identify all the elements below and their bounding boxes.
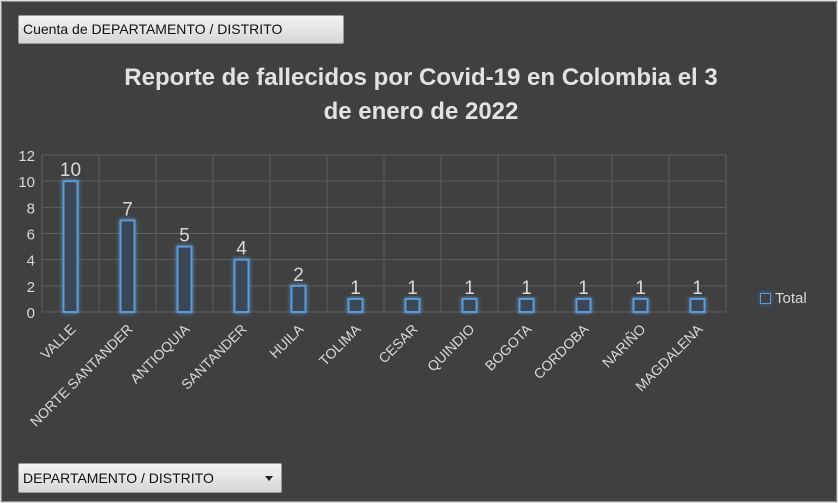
x-tick-label: QUINDIO — [424, 321, 478, 375]
bar[interactable] — [461, 297, 478, 313]
bar[interactable] — [632, 297, 649, 313]
legend-swatch — [760, 293, 771, 304]
bar[interactable] — [176, 245, 193, 313]
y-tick-label: 8 — [27, 200, 35, 217]
x-tick-label: NORTE SANTANDER — [27, 321, 136, 430]
bar[interactable] — [119, 219, 136, 314]
data-label: 1 — [521, 278, 532, 299]
y-tick-label: 4 — [27, 253, 35, 270]
legend: Total — [760, 290, 807, 307]
data-label: 7 — [122, 199, 133, 220]
x-tick-label: CORDOBA — [530, 320, 592, 382]
axis-field-label: DEPARTAMENTO / DISTRITO — [23, 470, 214, 486]
y-tick-label: 12 — [18, 148, 35, 165]
x-tick-label: CESAR — [375, 321, 420, 366]
x-tick-label: TOLIMA — [316, 320, 364, 368]
bar[interactable] — [233, 258, 250, 313]
y-tick-label: 10 — [18, 174, 35, 191]
chart-title-line-2: de enero de 2022 — [323, 98, 519, 125]
bar[interactable] — [575, 297, 592, 313]
bar[interactable] — [347, 297, 364, 313]
y-tick-label: 2 — [27, 279, 35, 296]
x-tick-label: NARIÑO — [599, 321, 649, 371]
data-label: 1 — [407, 278, 418, 299]
chart-title: Reporte de fallecidos por Covid-19 en Co… — [62, 61, 780, 129]
x-tick-label: VALLE — [37, 321, 78, 362]
y-tick-label: 0 — [27, 305, 35, 322]
data-label: 1 — [578, 278, 589, 299]
bar[interactable] — [518, 297, 535, 313]
chart-title-line-1: Reporte de fallecidos por Covid-19 en Co… — [124, 64, 718, 91]
bar[interactable] — [404, 297, 421, 313]
value-field-button[interactable]: Cuenta de DEPARTAMENTO / DISTRITO — [18, 15, 344, 44]
legend-label: Total — [775, 290, 807, 307]
data-label: 1 — [350, 278, 361, 299]
data-label: 1 — [464, 278, 475, 299]
dropdown-arrow-icon[interactable] — [265, 476, 273, 481]
data-label: 1 — [692, 278, 703, 299]
bar[interactable] — [62, 180, 79, 313]
x-tick-label: BOGOTA — [482, 320, 535, 373]
data-label: 2 — [293, 265, 304, 286]
bar[interactable] — [689, 297, 706, 313]
data-label: 5 — [179, 226, 190, 247]
bar[interactable] — [290, 284, 307, 314]
data-label: 10 — [60, 160, 81, 181]
data-label: 4 — [236, 239, 247, 260]
axis-field-dropdown[interactable]: DEPARTAMENTO / DISTRITO — [18, 463, 282, 493]
x-tick-label: HUILA — [266, 320, 307, 361]
data-label: 1 — [635, 278, 646, 299]
y-tick-label: 6 — [27, 227, 35, 244]
